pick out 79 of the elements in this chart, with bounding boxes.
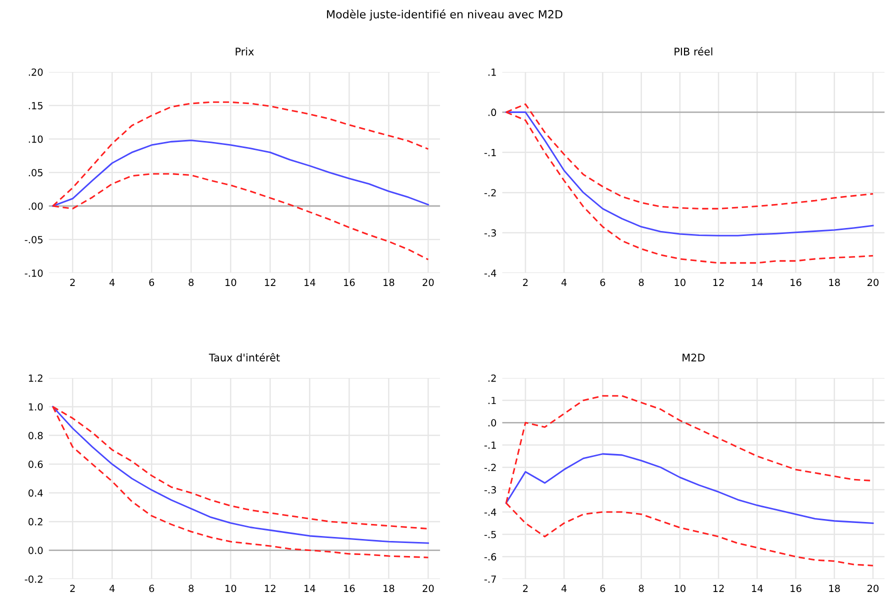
x-tick-label: 18 bbox=[384, 278, 394, 286]
y-tick-label: -.2 bbox=[484, 464, 496, 472]
x-tick-label: 4 bbox=[561, 584, 567, 592]
x-tick-label: 12 bbox=[265, 278, 276, 286]
x-tick-label: 8 bbox=[638, 584, 644, 592]
y-tick-label: .10 bbox=[28, 135, 43, 143]
y-tick-label: -.3 bbox=[484, 486, 496, 494]
y-tick-label: .0 bbox=[488, 419, 496, 426]
y-tick-label: .2 bbox=[488, 374, 496, 382]
y-tick-label: 0.8 bbox=[28, 432, 43, 440]
x-tick-label: 18 bbox=[384, 584, 394, 592]
x-tick-label: 10 bbox=[674, 584, 686, 592]
x-tick-label: 2 bbox=[523, 278, 528, 286]
y-tick-label: .1 bbox=[488, 68, 496, 76]
y-tick-label: -0.2 bbox=[24, 575, 42, 583]
x-tick-label: 14 bbox=[752, 278, 763, 286]
x-tick-label: 14 bbox=[752, 584, 763, 592]
chart-title: Prix bbox=[236, 47, 254, 56]
x-tick-label: 2 bbox=[523, 584, 528, 592]
y-tick-label: -.05 bbox=[24, 236, 42, 244]
x-tick-label: 18 bbox=[829, 584, 840, 592]
x-tick-label: 16 bbox=[344, 278, 355, 286]
x-tick-label: 20 bbox=[868, 278, 879, 286]
x-tick-label: 8 bbox=[188, 278, 194, 286]
y-tick-label: -.5 bbox=[484, 530, 496, 538]
y-tick-label: 1.2 bbox=[28, 374, 42, 382]
x-tick-label: 8 bbox=[638, 278, 644, 286]
x-tick-label: 14 bbox=[304, 584, 316, 592]
x-tick-label: 16 bbox=[790, 278, 802, 286]
x-tick-label: 6 bbox=[149, 278, 154, 286]
x-tick-label: 20 bbox=[422, 584, 434, 592]
text: Modèle juste-identifié en niveau avec M2D bbox=[327, 9, 562, 21]
y-tick-label: -.1 bbox=[484, 442, 496, 449]
x-tick-label: 2 bbox=[70, 584, 75, 592]
line-series bbox=[505, 453, 874, 524]
y-tick-label: 1.0 bbox=[28, 403, 43, 411]
y-tick-label: 0.2 bbox=[28, 518, 42, 526]
line-series bbox=[52, 140, 429, 207]
y-tick-label: -.3 bbox=[484, 229, 496, 237]
x-tick-label: 4 bbox=[109, 278, 115, 286]
y-tick-label: -.6 bbox=[484, 553, 496, 560]
x-tick-label: 10 bbox=[226, 278, 236, 286]
x-tick-label: 6 bbox=[600, 584, 606, 592]
x-tick-label: 10 bbox=[674, 278, 686, 286]
x-tick-label: 6 bbox=[600, 278, 606, 286]
y-tick-label: 0.0 bbox=[28, 546, 43, 554]
x-tick-label: 2 bbox=[70, 278, 75, 286]
y-tick-label: -.4 bbox=[484, 508, 496, 516]
y-tick-label: -.10 bbox=[24, 269, 43, 277]
x-tick-label: 10 bbox=[226, 584, 236, 592]
x-tick-label: 4 bbox=[561, 278, 567, 286]
y-tick-label: .1 bbox=[488, 396, 496, 404]
y-tick-label: .20 bbox=[28, 68, 43, 76]
x-tick-label: 12 bbox=[265, 584, 276, 592]
chart-title: PIB réel bbox=[674, 47, 712, 56]
y-tick-label: -.1 bbox=[484, 149, 496, 156]
x-tick-label: 4 bbox=[109, 584, 115, 592]
x-tick-label: 8 bbox=[188, 584, 194, 592]
x-tick-label: 12 bbox=[713, 584, 724, 592]
x-tick-label: 20 bbox=[868, 584, 879, 592]
x-tick-label: 14 bbox=[304, 278, 316, 286]
x-tick-label: 6 bbox=[149, 584, 154, 592]
y-tick-label: -.2 bbox=[484, 189, 496, 196]
y-tick-label: -.4 bbox=[484, 270, 496, 277]
x-tick-label: 16 bbox=[344, 584, 355, 592]
x-tick-label: 12 bbox=[713, 278, 724, 286]
x-tick-label: 16 bbox=[790, 584, 802, 592]
x-tick-label: 20 bbox=[422, 278, 434, 286]
y-tick-label: .15 bbox=[28, 102, 42, 110]
y-tick-label: .0 bbox=[488, 108, 496, 116]
y-tick-label: .05 bbox=[28, 168, 42, 176]
y-tick-label: 0.6 bbox=[28, 460, 43, 468]
chart-title: Taux d'intérêt bbox=[208, 353, 280, 362]
y-tick-label: 0.4 bbox=[28, 489, 43, 497]
chart-title: M2D bbox=[682, 354, 705, 362]
line-series bbox=[505, 111, 874, 236]
y-tick-label: -.7 bbox=[484, 576, 496, 583]
x-tick-label: 18 bbox=[829, 278, 840, 286]
y-tick-label: .00 bbox=[28, 202, 43, 210]
